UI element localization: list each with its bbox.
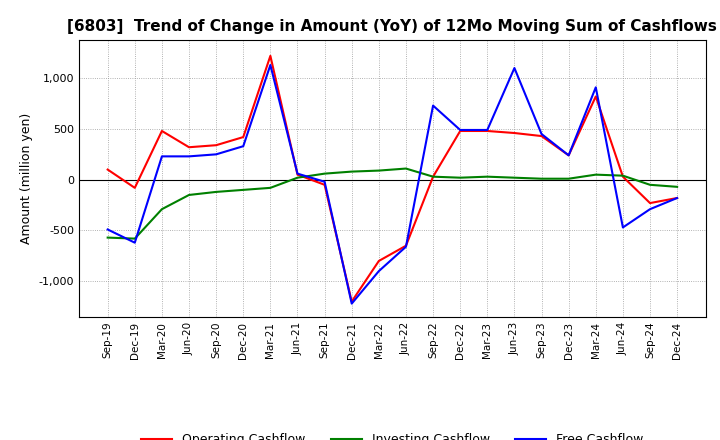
Operating Cashflow: [212, 143, 220, 148]
Operating Cashflow: [348, 299, 356, 304]
Operating Cashflow: [185, 145, 194, 150]
Investing Cashflow: [185, 192, 194, 198]
Operating Cashflow: [428, 174, 437, 180]
Investing Cashflow: [402, 166, 410, 171]
Line: Free Cashflow: Free Cashflow: [108, 65, 677, 304]
Free Cashflow: [591, 84, 600, 90]
Investing Cashflow: [646, 182, 654, 187]
Operating Cashflow: [646, 201, 654, 206]
Operating Cashflow: [402, 243, 410, 248]
Free Cashflow: [510, 66, 518, 71]
Free Cashflow: [185, 154, 194, 159]
Investing Cashflow: [456, 175, 464, 180]
Investing Cashflow: [618, 173, 627, 178]
Operating Cashflow: [320, 182, 329, 187]
Free Cashflow: [104, 227, 112, 232]
Investing Cashflow: [564, 176, 573, 181]
Line: Operating Cashflow: Operating Cashflow: [108, 56, 677, 301]
Investing Cashflow: [591, 172, 600, 177]
Free Cashflow: [402, 244, 410, 249]
Title: [6803]  Trend of Change in Amount (YoY) of 12Mo Moving Sum of Cashflows: [6803] Trend of Change in Amount (YoY) o…: [68, 19, 717, 34]
Operating Cashflow: [618, 174, 627, 180]
Free Cashflow: [428, 103, 437, 108]
Free Cashflow: [293, 171, 302, 176]
Free Cashflow: [266, 62, 275, 68]
Line: Investing Cashflow: Investing Cashflow: [108, 169, 677, 238]
Operating Cashflow: [510, 130, 518, 136]
Free Cashflow: [564, 153, 573, 158]
Investing Cashflow: [293, 175, 302, 180]
Investing Cashflow: [672, 184, 681, 190]
Operating Cashflow: [293, 172, 302, 177]
Investing Cashflow: [537, 176, 546, 181]
Operating Cashflow: [564, 153, 573, 158]
Operating Cashflow: [672, 195, 681, 201]
Investing Cashflow: [239, 187, 248, 193]
Legend: Operating Cashflow, Investing Cashflow, Free Cashflow: Operating Cashflow, Investing Cashflow, …: [136, 429, 649, 440]
Investing Cashflow: [510, 175, 518, 180]
Free Cashflow: [239, 143, 248, 149]
Free Cashflow: [483, 127, 492, 132]
Operating Cashflow: [104, 167, 112, 172]
Free Cashflow: [212, 152, 220, 157]
Free Cashflow: [130, 240, 139, 246]
Free Cashflow: [158, 154, 166, 159]
Investing Cashflow: [266, 185, 275, 191]
Operating Cashflow: [591, 94, 600, 99]
Investing Cashflow: [158, 206, 166, 212]
Investing Cashflow: [212, 189, 220, 194]
Investing Cashflow: [483, 174, 492, 180]
Operating Cashflow: [483, 128, 492, 134]
Y-axis label: Amount (million yen): Amount (million yen): [20, 113, 33, 244]
Operating Cashflow: [537, 133, 546, 139]
Free Cashflow: [320, 179, 329, 184]
Free Cashflow: [374, 268, 383, 274]
Free Cashflow: [456, 127, 464, 132]
Operating Cashflow: [456, 128, 464, 134]
Free Cashflow: [672, 195, 681, 201]
Operating Cashflow: [374, 258, 383, 264]
Operating Cashflow: [239, 135, 248, 140]
Investing Cashflow: [428, 174, 437, 180]
Operating Cashflow: [158, 128, 166, 134]
Operating Cashflow: [266, 53, 275, 59]
Investing Cashflow: [104, 235, 112, 240]
Free Cashflow: [646, 206, 654, 212]
Investing Cashflow: [348, 169, 356, 174]
Free Cashflow: [618, 225, 627, 230]
Investing Cashflow: [130, 236, 139, 241]
Free Cashflow: [537, 132, 546, 137]
Investing Cashflow: [374, 168, 383, 173]
Free Cashflow: [348, 301, 356, 306]
Investing Cashflow: [320, 171, 329, 176]
Operating Cashflow: [130, 185, 139, 191]
